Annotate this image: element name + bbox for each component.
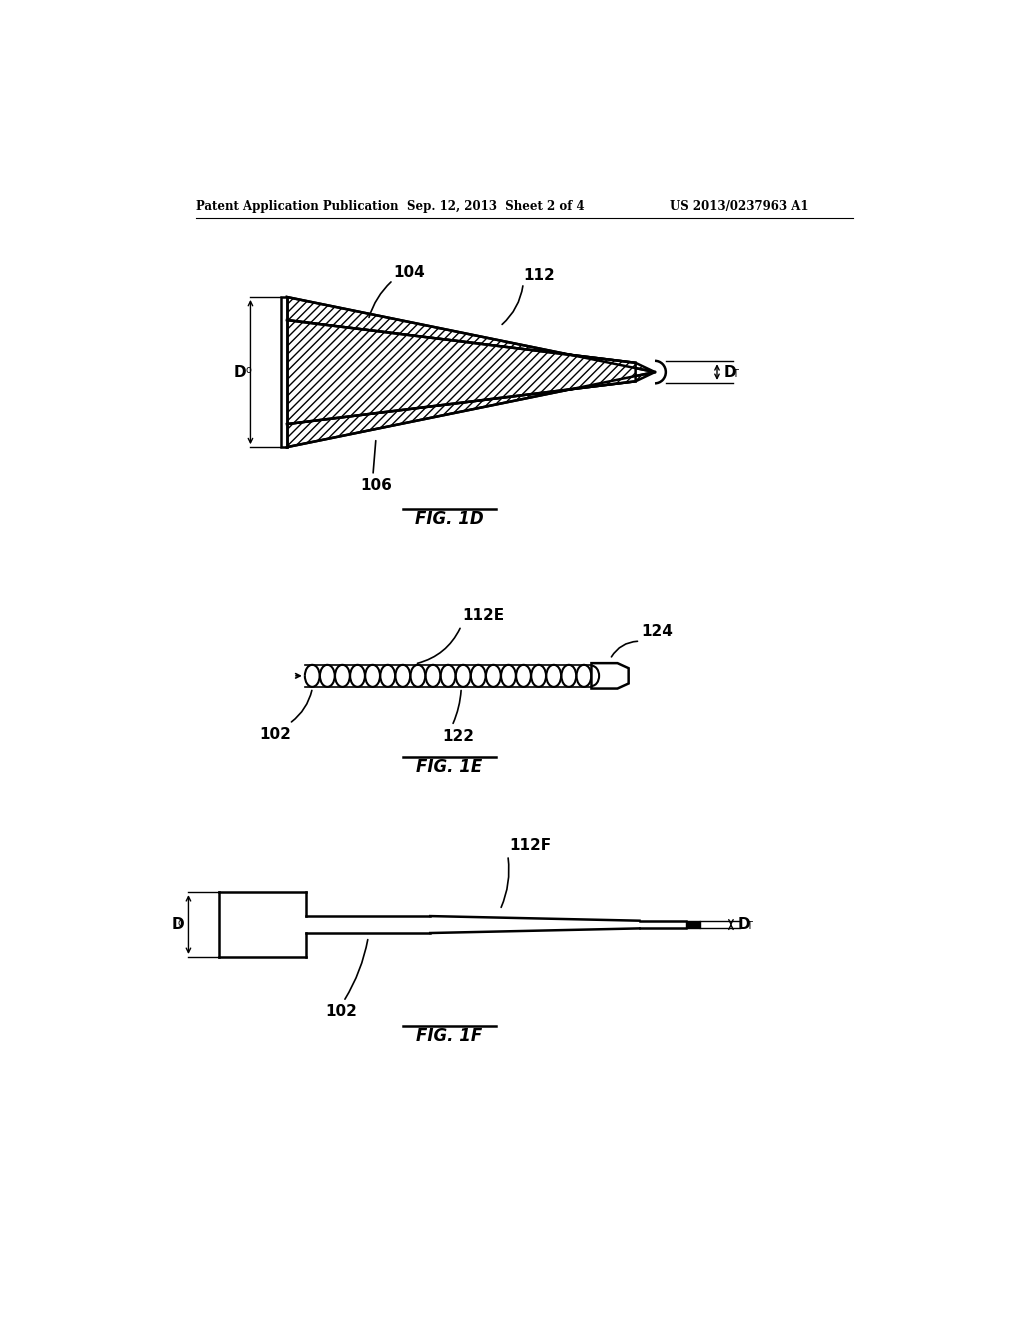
Text: 102: 102 (260, 727, 292, 742)
Text: T: T (732, 370, 737, 379)
Text: 112: 112 (523, 268, 555, 282)
Text: o: o (246, 366, 252, 375)
Text: US 2013/0237963 A1: US 2013/0237963 A1 (671, 199, 809, 213)
Text: D: D (233, 364, 246, 380)
Text: 106: 106 (360, 478, 392, 494)
Text: FIG. 1D: FIG. 1D (416, 510, 484, 528)
Text: FIG. 1E: FIG. 1E (417, 758, 482, 776)
Text: 112E: 112E (463, 609, 505, 623)
Text: D: D (723, 364, 736, 380)
Polygon shape (287, 321, 636, 424)
Polygon shape (592, 663, 629, 689)
Polygon shape (287, 372, 655, 447)
Text: Patent Application Publication: Patent Application Publication (197, 199, 398, 213)
Text: 104: 104 (393, 265, 425, 280)
Text: D: D (171, 917, 183, 932)
Text: D: D (737, 917, 750, 932)
Text: 122: 122 (442, 729, 475, 744)
Text: o: o (178, 917, 183, 928)
Text: 112F: 112F (509, 838, 552, 853)
Text: 102: 102 (326, 1005, 357, 1019)
Text: FIG. 1F: FIG. 1F (417, 1027, 482, 1045)
Bar (281, 297, 287, 447)
Polygon shape (287, 297, 655, 372)
Bar (686, 921, 700, 928)
Text: 124: 124 (641, 624, 673, 639)
Text: T: T (745, 921, 752, 932)
Text: Sep. 12, 2013  Sheet 2 of 4: Sep. 12, 2013 Sheet 2 of 4 (407, 199, 585, 213)
